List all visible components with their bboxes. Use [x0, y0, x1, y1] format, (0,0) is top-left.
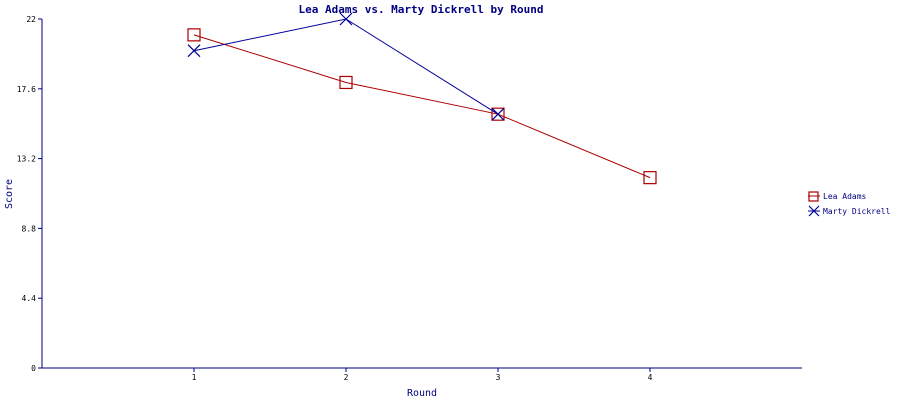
data-point — [339, 75, 353, 90]
data-point — [187, 44, 201, 58]
y-tick-label: 22 — [26, 15, 36, 24]
legend-item: Lea Adams — [808, 191, 867, 202]
series-group — [187, 12, 657, 185]
y-tick-label: 8.8 — [22, 224, 37, 233]
series-1 — [187, 12, 505, 121]
data-point — [491, 107, 505, 121]
series-0 — [187, 28, 657, 185]
series-line — [193, 18, 499, 115]
data-point — [643, 171, 657, 185]
data-point — [187, 28, 201, 42]
x-tick-label: 4 — [648, 373, 653, 382]
legend-square-marker — [808, 191, 819, 202]
x-tick-label: 1 — [192, 373, 197, 382]
axes — [41, 19, 802, 369]
x-ticks: 1 2 3 4 — [192, 368, 653, 382]
x-tick-label: 3 — [496, 373, 501, 382]
legend-item: Marty Dickrell — [808, 205, 891, 217]
y-axis-label: Score — [4, 179, 15, 209]
x-tick-label: 2 — [344, 373, 349, 382]
data-point — [491, 107, 505, 121]
y-tick-label: 4.4 — [22, 294, 37, 303]
x-axis-label: Round — [407, 388, 437, 399]
y-ticks: 0 4.4 8.8 13.2 17.6 22 — [17, 15, 42, 373]
y-tick-label: 0 — [31, 364, 36, 373]
data-point — [339, 12, 353, 26]
y-tick-label: 13.2 — [17, 155, 36, 164]
series-line — [193, 34, 651, 179]
legend-label: Lea Adams — [823, 192, 867, 201]
legend-label: Marty Dickrell — [823, 207, 891, 216]
legend-x-marker — [808, 205, 820, 217]
chart-title: Lea Adams vs. Marty Dickrell by Round — [298, 3, 543, 16]
legend: Lea Adams Marty Dickrell — [808, 191, 891, 217]
y-tick-label: 17.6 — [17, 85, 36, 94]
